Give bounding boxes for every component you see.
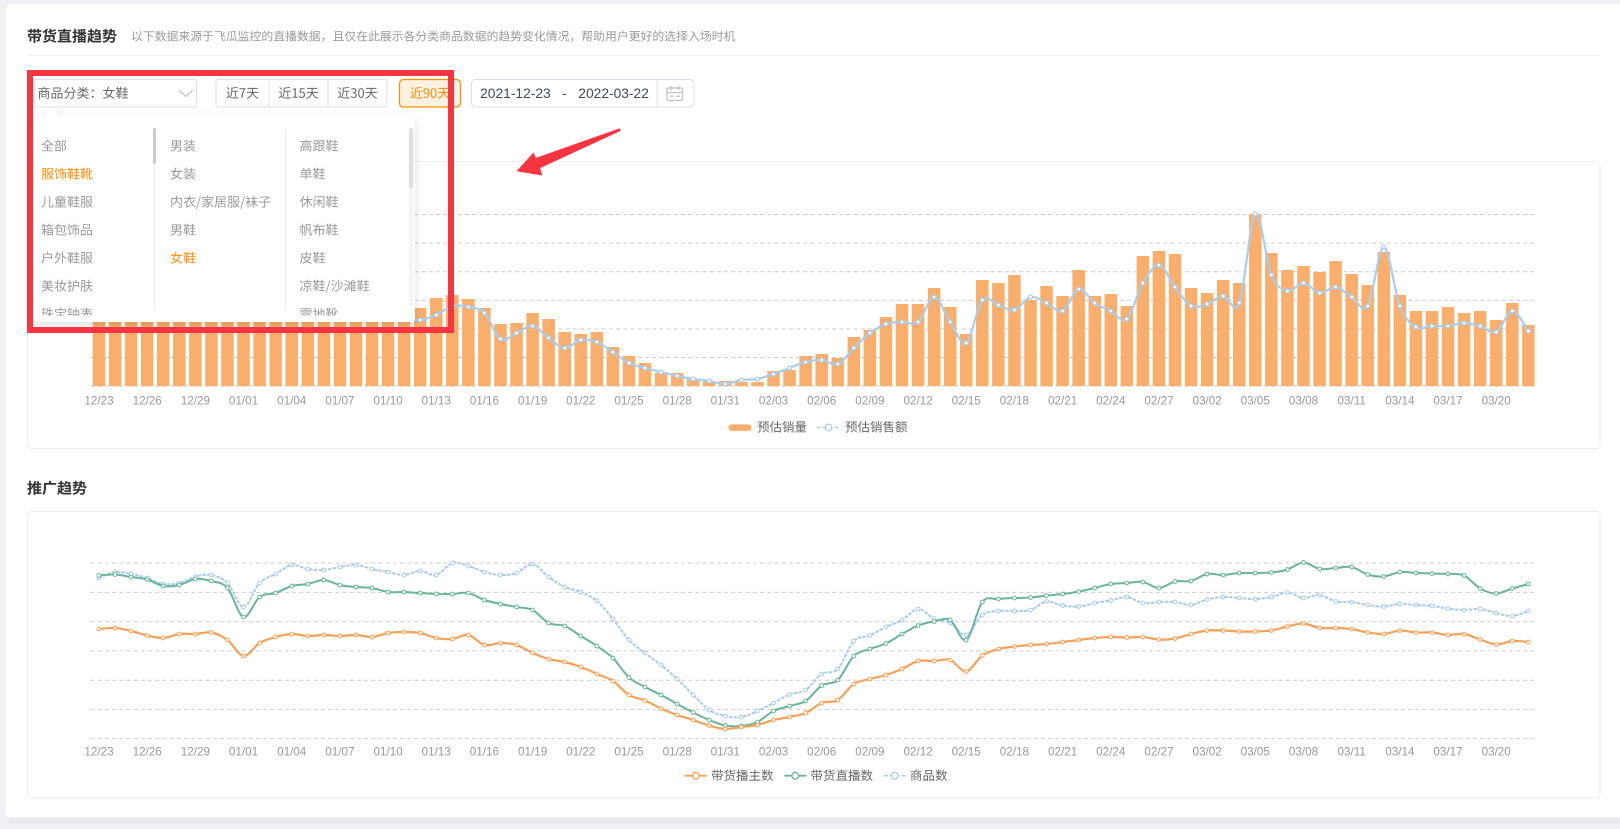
svg-text:12/26: 12/26 [133, 746, 162, 759]
svg-text:03/05: 03/05 [1241, 395, 1271, 408]
svg-text:02/24: 02/24 [1096, 395, 1126, 408]
svg-text:01/04: 01/04 [277, 395, 307, 408]
svg-text:03/11: 03/11 [1338, 395, 1366, 408]
svg-text:01/04: 01/04 [277, 746, 307, 759]
svg-text:02/12: 02/12 [903, 746, 932, 759]
svg-text:02/15: 02/15 [952, 395, 982, 408]
svg-text:03/05: 03/05 [1241, 746, 1271, 759]
svg-text:12/29: 12/29 [181, 395, 210, 408]
svg-text:01/01: 01/01 [229, 746, 258, 759]
svg-text:01/31: 01/31 [711, 395, 740, 408]
svg-text:01/22: 01/22 [566, 395, 595, 408]
svg-text:01/10: 01/10 [373, 746, 403, 759]
svg-text:02/03: 02/03 [759, 395, 788, 408]
svg-text:01/31: 01/31 [711, 746, 740, 759]
svg-text:02/06: 02/06 [807, 395, 836, 408]
svg-text:03/02: 03/02 [1192, 395, 1221, 408]
svg-text:03/11: 03/11 [1338, 746, 1366, 759]
svg-text:03/20: 03/20 [1482, 746, 1512, 759]
svg-text:03/02: 03/02 [1192, 746, 1221, 759]
svg-text:12/29: 12/29 [181, 746, 210, 759]
svg-text:01/13: 01/13 [422, 395, 451, 408]
svg-text:01/13: 01/13 [422, 746, 451, 759]
svg-text:01/25: 01/25 [614, 746, 644, 759]
svg-text:03/17: 03/17 [1433, 395, 1462, 408]
svg-text:03/08: 03/08 [1289, 746, 1318, 759]
svg-text:03/14: 03/14 [1385, 746, 1415, 759]
svg-text:12/26: 12/26 [133, 395, 162, 408]
svg-text:02/03: 02/03 [759, 746, 788, 759]
svg-text:01/10: 01/10 [373, 395, 403, 408]
svg-text:01/19: 01/19 [518, 746, 547, 759]
svg-text:01/01: 01/01 [229, 395, 258, 408]
svg-text:01/19: 01/19 [518, 395, 547, 408]
svg-text:01/16: 01/16 [470, 395, 499, 408]
svg-text:02/06: 02/06 [807, 746, 836, 759]
svg-text:02/18: 02/18 [1000, 746, 1029, 759]
svg-text:01/16: 01/16 [470, 746, 499, 759]
svg-text:02/09: 02/09 [855, 746, 884, 759]
svg-text:03/20: 03/20 [1482, 395, 1512, 408]
svg-text:12/23: 12/23 [84, 395, 113, 408]
svg-text:01/22: 01/22 [566, 746, 595, 759]
svg-text:02/09: 02/09 [855, 395, 884, 408]
svg-text:12/23: 12/23 [84, 746, 113, 759]
svg-text:02/21: 02/21 [1048, 395, 1077, 408]
svg-text:02/12: 02/12 [903, 395, 932, 408]
svg-text:02/27: 02/27 [1144, 746, 1173, 759]
svg-text:02/27: 02/27 [1144, 395, 1173, 408]
svg-text:02/21: 02/21 [1048, 746, 1077, 759]
svg-text:01/07: 01/07 [325, 395, 354, 408]
svg-text:01/28: 01/28 [663, 395, 692, 408]
svg-text:01/25: 01/25 [614, 395, 644, 408]
svg-text:02/15: 02/15 [952, 746, 982, 759]
svg-text:02/18: 02/18 [1000, 395, 1029, 408]
svg-text:01/07: 01/07 [325, 746, 354, 759]
svg-text:03/17: 03/17 [1433, 746, 1462, 759]
svg-text:2021-12-23 - 2022-03-22: 2021-12-23 - 2022-03-22 [480, 86, 649, 101]
svg-text:03/14: 03/14 [1385, 395, 1415, 408]
svg-text:01/28: 01/28 [663, 746, 692, 759]
svg-text:02/24: 02/24 [1096, 746, 1126, 759]
svg-text:03/08: 03/08 [1289, 395, 1318, 408]
